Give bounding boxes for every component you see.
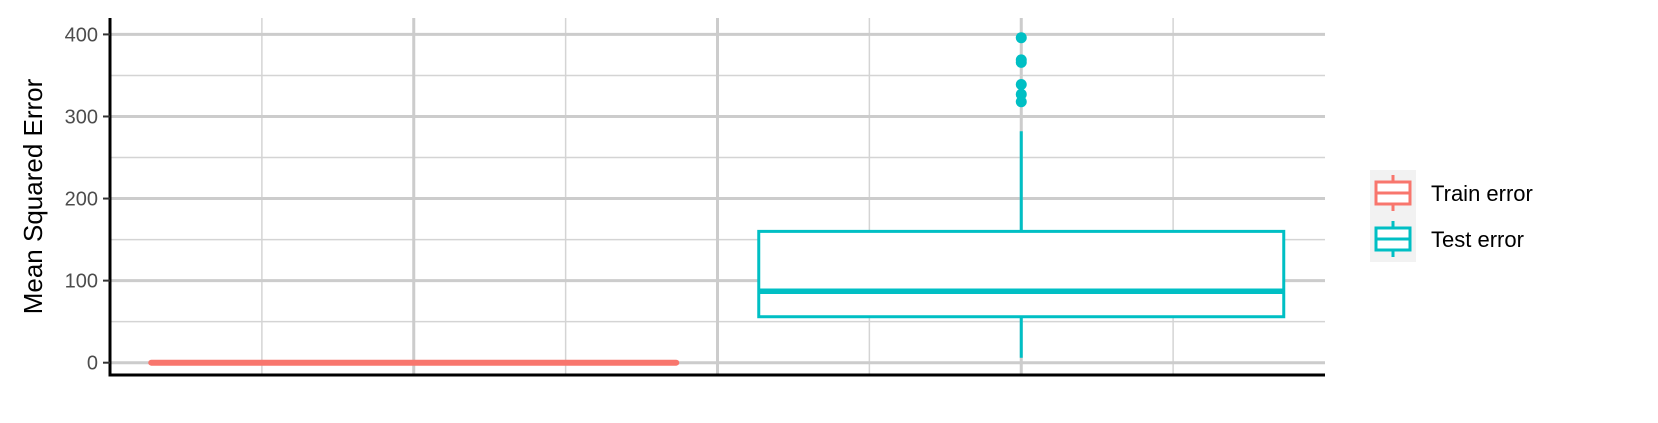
box-outlier — [1015, 78, 1027, 90]
legend: Train error Test error — [1370, 170, 1533, 262]
axes — [108, 18, 1325, 377]
box-outlier — [1015, 32, 1027, 44]
y-axis-title: Mean Squared Error — [18, 78, 48, 314]
y-tick-label: 200 — [65, 189, 98, 211]
plot-marks — [148, 32, 1286, 366]
y-tick-label: 300 — [65, 106, 98, 128]
legend-label: Test error — [1431, 227, 1524, 252]
y-tick-label: 0 — [87, 353, 98, 375]
box-outlier — [1015, 54, 1027, 66]
y-tick-label: 100 — [65, 271, 98, 293]
legend-label: Train error — [1431, 181, 1533, 206]
legend-key-train-error — [1374, 175, 1412, 211]
box-outlier — [1015, 88, 1027, 100]
y-axis-ticks: 0 100 200 300 400 — [65, 24, 110, 375]
legend-key-test-error — [1374, 221, 1412, 257]
box-body — [757, 229, 1286, 319]
box-test-error — [757, 32, 1286, 358]
y-tick-label: 400 — [65, 24, 98, 46]
